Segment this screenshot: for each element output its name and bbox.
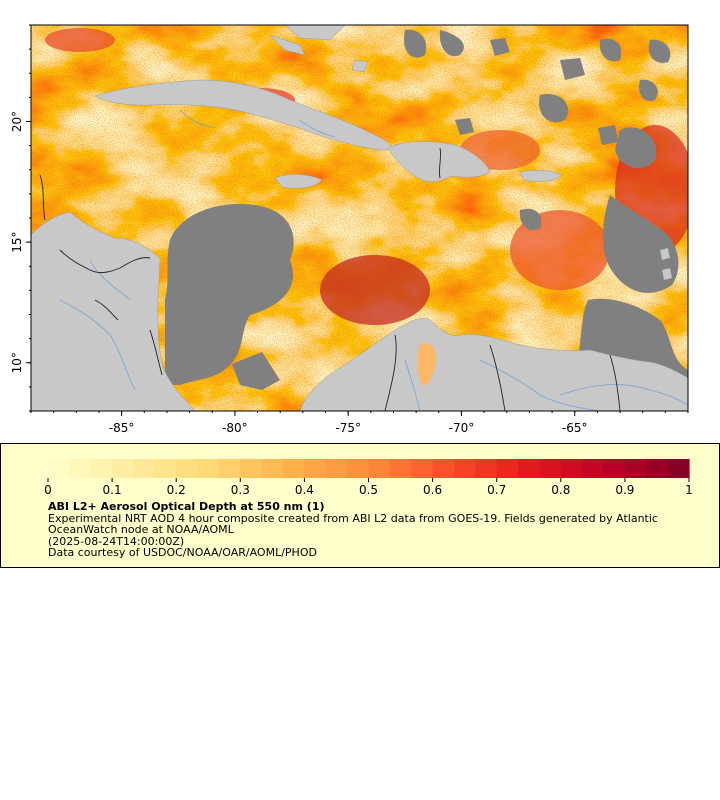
colorbar-cell: [154, 459, 177, 478]
colorbar-cell: [432, 459, 455, 478]
y-tick-label: 20°: [10, 111, 24, 132]
colorbar-cell: [197, 459, 220, 478]
colorbar-cell: [240, 459, 263, 478]
colorbar-cell: [518, 459, 541, 478]
colorbar-tick-label: 0.4: [295, 483, 314, 496]
colorbar-cell: [539, 459, 562, 478]
legend-description: Experimental NRT AOD 4 hour composite cr…: [48, 511, 658, 536]
colorbar-tick-label: 0.5: [359, 483, 378, 496]
x-tick-label: -80°: [222, 421, 248, 435]
legend-panel: 0 0.1 0.2 0.3 0.4 0.5 0.6 0.7 0.8 0.9 1 ABI L2+ Ae…: [0, 443, 720, 568]
colorbar-cell: [582, 459, 605, 478]
colorbar-tick-label: 0: [44, 483, 52, 496]
colorbar-cell: [624, 459, 647, 478]
colorbar-cell: [347, 459, 370, 478]
legend-text: ABI L2+ Aerosol Optical Depth at 550 nm …: [48, 501, 708, 559]
colorbar-cell: [48, 459, 70, 478]
colorbar-tick-label: 0.8: [551, 483, 570, 496]
y-tick-label: 10°: [10, 352, 24, 373]
colorbar-tick-label: 0.3: [231, 483, 250, 496]
colorbar-cell: [112, 459, 135, 478]
colorbar-tick-label: 0.1: [103, 483, 122, 496]
colorbar-tick-label: 1: [685, 483, 693, 496]
colorbar-cell: [646, 459, 669, 478]
aod-map: -85° -80° -75° -70° -65° 20° 15° 10°: [10, 24, 689, 435]
colorbar-cell: [69, 459, 92, 478]
x-tick-label: -70°: [449, 421, 475, 435]
colorbar-cell: [261, 459, 284, 478]
legend-timestamp: (2025-08-24T14:00:00Z): [48, 534, 185, 548]
x-axis-ticks: -85° -80° -75° -70° -65°: [30, 411, 689, 435]
colorbar-cell: [176, 459, 199, 478]
colorbar-cell: [304, 459, 327, 478]
colorbar-cell: [133, 459, 156, 478]
colorbar-ticks: 0 0.1 0.2 0.3 0.4 0.5 0.6 0.7 0.8 0.9 1: [44, 478, 693, 496]
colorbar-cell: [90, 459, 113, 478]
colorbar-cell: [411, 459, 434, 478]
map-layers: [31, 25, 688, 411]
legend-title: ABI L2+ Aerosol Optical Depth at 550 nm …: [48, 500, 325, 513]
colorbar-cell: [368, 459, 391, 478]
x-tick-label: -65°: [562, 421, 588, 435]
colorbar-cell: [667, 459, 690, 478]
colorbar-tick-label: 0.2: [167, 483, 186, 496]
colorbar-cell: [560, 459, 583, 478]
colorbar-cell: [325, 459, 348, 478]
colorbar-cell: [603, 459, 626, 478]
colorbar-cell: [453, 459, 476, 478]
x-tick-label: -75°: [335, 421, 361, 435]
colorbar: 0 0.1 0.2 0.3 0.4 0.5 0.6 0.7 0.8 0.9 1: [44, 459, 693, 496]
colorbar-cell: [283, 459, 305, 478]
colorbar-cell: [496, 459, 519, 478]
colorbar-tick-label: 0.7: [487, 483, 506, 496]
borders: [39, 147, 621, 411]
x-tick-label: -85°: [109, 421, 135, 435]
colorbar-cell: [389, 459, 412, 478]
colorbar-cell: [475, 459, 498, 478]
legend-credit: Data courtesy of USDOC/NOAA/OAR/AOML/PHO…: [48, 546, 317, 559]
colorbar-tick-label: 0.6: [423, 483, 442, 496]
y-tick-label: 15°: [10, 231, 24, 252]
colorbar-cells: [48, 459, 690, 478]
map-canvas: -85° -80° -75° -70° -65° 20° 15° 10°: [10, 24, 689, 435]
colorbar-cell: [218, 459, 241, 478]
land-masses: [31, 25, 688, 411]
y-axis-ticks: 20° 15° 10°: [10, 24, 31, 412]
colorbar-tick-label: 0.9: [615, 483, 634, 496]
